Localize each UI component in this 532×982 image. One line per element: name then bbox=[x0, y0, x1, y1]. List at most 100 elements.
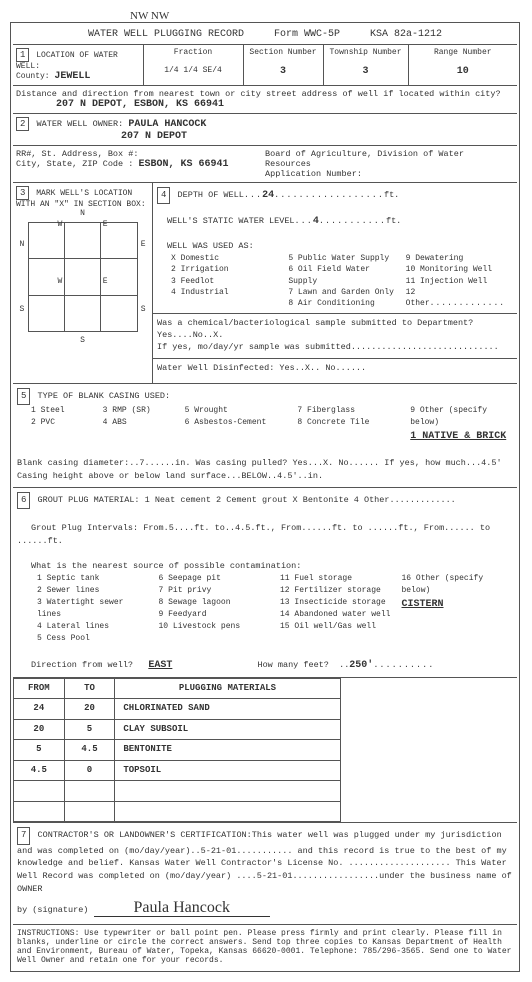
signature: Paula Hancock bbox=[94, 899, 270, 917]
compass-nw: N bbox=[20, 240, 25, 249]
handwritten-note: NW NW bbox=[130, 10, 522, 22]
s4: 4 Lateral lines bbox=[37, 622, 109, 631]
owner-city: ESBON, KS 66941 bbox=[138, 159, 228, 170]
s2: 2 Sewer lines bbox=[37, 586, 99, 595]
grout-label: GROUT PLUG MATERIAL: 1 Neat cement 2 Cem… bbox=[38, 495, 456, 505]
s7: 7 Pit privy bbox=[159, 586, 212, 595]
form-header: WATER WELL PLUGGING RECORD Form WWC-5P K… bbox=[13, 25, 517, 44]
r4f bbox=[14, 781, 65, 802]
owner-addr1: 207 N DEPOT bbox=[121, 131, 187, 142]
s3: 3 Watertight sewer lines bbox=[37, 598, 123, 619]
table-row: 205CLAY SUBSOIL bbox=[14, 719, 341, 740]
feet-label: How many feet? bbox=[257, 660, 328, 670]
r0t: 20 bbox=[64, 699, 115, 720]
owner-label: WATER WELL OWNER: bbox=[37, 119, 124, 129]
s6: 6 Seepage pit bbox=[159, 574, 221, 583]
disinf: Water Well Disinfected: Yes..X.. No.....… bbox=[157, 363, 366, 373]
c1: 1 Steel bbox=[31, 406, 65, 415]
compass-s: S bbox=[16, 336, 149, 345]
fraction: 1/4 1/4 SE/4 bbox=[164, 66, 222, 75]
r3m: TOPSOIL bbox=[115, 760, 340, 781]
compass-se: S bbox=[141, 305, 146, 314]
table-row bbox=[14, 781, 341, 802]
nearest: What is the nearest source of possible c… bbox=[31, 561, 301, 571]
s1: 1 Septic tank bbox=[37, 574, 99, 583]
r3t: 0 bbox=[64, 760, 115, 781]
static-label: WELL'S STATIC WATER LEVEL bbox=[167, 216, 295, 226]
r4t bbox=[64, 781, 115, 802]
r0m: CHLORINATED SAND bbox=[115, 699, 340, 720]
c2: 2 PVC bbox=[31, 418, 55, 427]
s13: 13 Insecticide storage bbox=[280, 598, 386, 607]
chem2: If yes, mo/day/yr sample was submitted..… bbox=[157, 342, 499, 352]
ksa: KSA 82a-1212 bbox=[370, 29, 442, 40]
section-5: 5 TYPE OF BLANK CASING USED: 1 Steel2 PV… bbox=[13, 383, 517, 487]
form-page: WATER WELL PLUGGING RECORD Form WWC-5P K… bbox=[10, 22, 520, 972]
county-label: County: bbox=[16, 72, 50, 81]
r1t: 5 bbox=[64, 719, 115, 740]
u11: 11 Injection Well bbox=[406, 277, 488, 286]
feet: 250' bbox=[349, 660, 373, 671]
depth-value: 24 bbox=[262, 190, 274, 201]
instructions: INSTRUCTIONS: Use typewriter or ball poi… bbox=[13, 924, 517, 969]
sec-num-4: 4 bbox=[157, 187, 170, 204]
title: WATER WELL PLUGGING RECORD bbox=[88, 29, 244, 40]
r2f: 5 bbox=[14, 740, 65, 761]
plugging-table: FROM TO PLUGGING MATERIALS 2420CHLORINAT… bbox=[13, 678, 341, 823]
owner-addr-row: RR#, St. Address, Box #: City, State, ZI… bbox=[13, 145, 517, 182]
r3f: 4.5 bbox=[14, 760, 65, 781]
u4: 4 Industrial bbox=[171, 288, 229, 297]
r4m bbox=[115, 781, 340, 802]
township-value: 3 bbox=[362, 66, 368, 77]
u5: 5 Public Water Supply bbox=[288, 254, 389, 263]
section-6: 6 GROUT PLUG MATERIAL: 1 Neat cement 2 C… bbox=[13, 487, 517, 677]
compass-n: N bbox=[16, 209, 149, 218]
r2t: 4.5 bbox=[64, 740, 115, 761]
u10: 10 Monitoring Well bbox=[406, 265, 492, 274]
sec-num-2: 2 bbox=[16, 117, 29, 131]
addr-label: RR#, St. Address, Box #: bbox=[16, 149, 138, 159]
static-ft: ft. bbox=[386, 216, 401, 226]
diam: Blank casing diameter:..7......in. Was c… bbox=[17, 458, 502, 468]
table-row: 4.50TOPSOIL bbox=[14, 760, 341, 781]
s15: 15 Oil well/Gas well bbox=[280, 622, 376, 631]
sec-num-1: 1 bbox=[16, 48, 29, 62]
intervals: Grout Plug Intervals: From.5....ft. to..… bbox=[17, 523, 490, 546]
distance-label: Distance and direction from nearest town… bbox=[16, 89, 501, 99]
dir: EAST bbox=[148, 660, 172, 671]
c5: 5 Wrought bbox=[185, 406, 228, 415]
r2m: BENTONITE bbox=[115, 740, 340, 761]
section-label: Section Number bbox=[249, 48, 316, 57]
r1m: CLAY SUBSOIL bbox=[115, 719, 340, 740]
grid-e1: E bbox=[103, 220, 108, 229]
sig-label: by (signature) bbox=[17, 905, 88, 915]
u9: 9 Dewatering bbox=[406, 254, 464, 263]
s16: 16 Other (specify below) bbox=[402, 574, 484, 595]
used-label: WELL WAS USED AS: bbox=[167, 241, 254, 251]
r0f: 24 bbox=[14, 699, 65, 720]
u6: 6 Oil Field Water Supply bbox=[288, 265, 370, 285]
section-3: 3 MARK WELL'S LOCATION WITH AN "X" IN SE… bbox=[13, 183, 153, 383]
u12: 12 Other bbox=[406, 288, 430, 308]
s8: 8 Sewage lagoon bbox=[159, 598, 231, 607]
c7: 7 Fiberglass bbox=[297, 406, 355, 415]
c4: 4 ABS bbox=[103, 418, 127, 427]
r1f: 20 bbox=[14, 719, 65, 740]
u8: 8 Air Conditioning bbox=[288, 299, 374, 308]
s5: 5 Cess Pool bbox=[37, 634, 90, 643]
r5f bbox=[14, 801, 65, 822]
loc-label: LOCATION OF WATER WELL: bbox=[16, 51, 118, 71]
depth-ft: ft. bbox=[384, 190, 399, 200]
section-2: 2 WATER WELL OWNER: PAULA HANCOCK 207 N … bbox=[13, 113, 517, 145]
th-to: TO bbox=[64, 678, 115, 699]
depth-label: DEPTH OF WELL bbox=[178, 190, 244, 200]
c9: 9 Other (specify below) bbox=[410, 406, 487, 427]
c9v: 1 NATIVE & BRICK bbox=[410, 431, 506, 442]
range-label: Range Number bbox=[434, 48, 492, 57]
grid-e2: E bbox=[103, 277, 108, 286]
distance-value: 207 N DEPOT, ESBON, KS 66941 bbox=[56, 99, 224, 110]
u2: 2 Irrigation bbox=[171, 265, 229, 274]
grid-w1: W bbox=[58, 220, 63, 229]
dir-label: Direction from well? bbox=[31, 660, 133, 670]
form-id: Form WWC-5P bbox=[274, 29, 340, 40]
